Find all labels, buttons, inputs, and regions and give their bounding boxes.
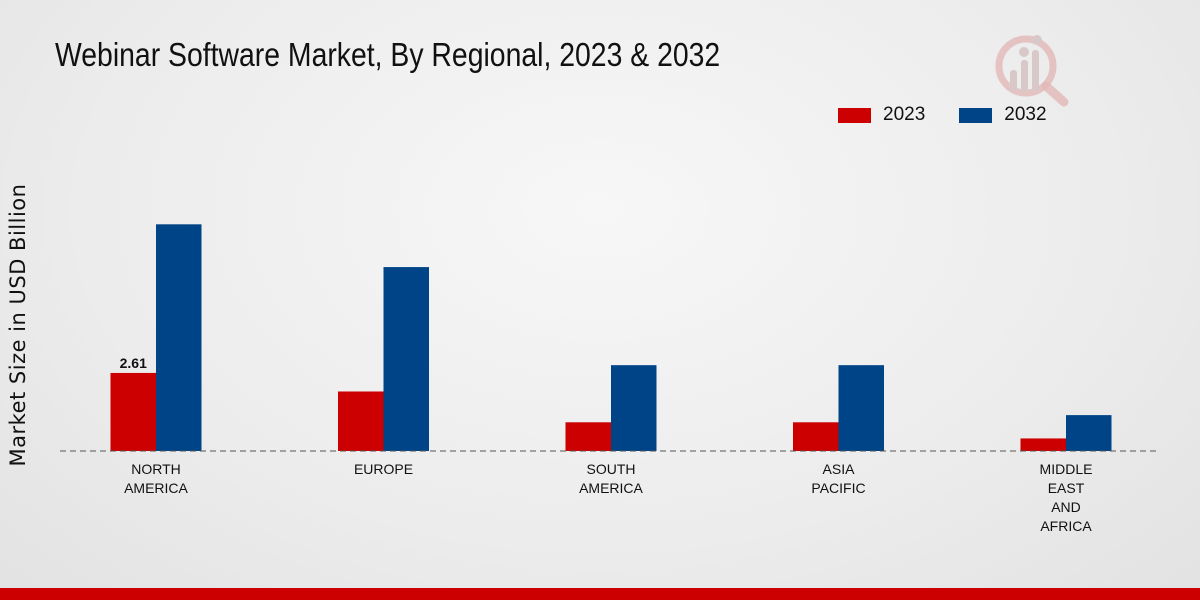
bar-2032-north-america bbox=[156, 224, 202, 451]
x-tick-label-asia-pacific: ASIA PACIFIC bbox=[811, 461, 865, 496]
bar-2023-north-america bbox=[110, 372, 156, 451]
data-label-2023-north-america: 2.61 bbox=[120, 355, 147, 371]
x-tick-label-north-america: NORTH AMERICA bbox=[124, 461, 188, 496]
bar-2032-europe bbox=[383, 267, 429, 451]
legend-swatch-2023 bbox=[838, 107, 871, 123]
x-tick-label-south-america: SOUTH AMERICA bbox=[579, 461, 643, 496]
chart-title: Webinar Software Market, By Regional, 20… bbox=[55, 36, 721, 73]
labels-layer: NORTH AMERICA EUROPE SOUTH AMERICA ASIA PACIFI… bbox=[120, 355, 1093, 534]
bar-2023-europe bbox=[338, 391, 384, 451]
legend-label-2023: 2023 bbox=[883, 104, 926, 125]
legend-item-2032: 2032 bbox=[959, 104, 1047, 126]
legend: 2023 2032 bbox=[838, 104, 1081, 126]
bar-2032-south-america bbox=[611, 365, 657, 451]
legend-item-2023: 2023 bbox=[838, 104, 925, 126]
bar-2032-middle-east-and-africa bbox=[1066, 415, 1112, 451]
bar-2023-middle-east-and-africa bbox=[1020, 438, 1066, 451]
bars-layer bbox=[110, 224, 1112, 451]
legend-label-2032: 2032 bbox=[1004, 104, 1047, 125]
bar-2023-asia-pacific bbox=[793, 422, 839, 451]
footer-bar bbox=[0, 588, 1200, 600]
x-tick-label-europe: EUROPE bbox=[354, 461, 413, 477]
bar-2023-south-america bbox=[565, 422, 611, 451]
bar-chart-magnifier-icon bbox=[995, 35, 1069, 107]
x-tick-label-middle-east-and-africa: MIDDLE EAST AND AFRICA bbox=[1040, 461, 1093, 534]
legend-swatch-2032 bbox=[959, 107, 993, 123]
bar-2032-asia-pacific bbox=[838, 365, 884, 451]
